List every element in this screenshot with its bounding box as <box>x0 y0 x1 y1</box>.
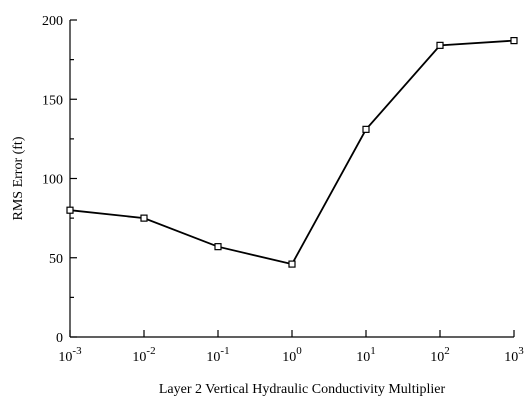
x-tick-base: 10 <box>430 350 444 365</box>
x-tick-base: 10 <box>58 350 72 365</box>
data-point-marker <box>66 206 74 214</box>
data-point-marker <box>288 260 296 268</box>
x-tick-exponent: 3 <box>518 345 524 357</box>
y-tick-label: 0 <box>56 331 63 346</box>
x-tick-label: 103 <box>504 345 524 365</box>
x-tick-label: 101 <box>356 345 376 365</box>
x-tick-label: 10-3 <box>58 345 82 365</box>
x-tick-label: 100 <box>282 345 302 365</box>
data-point-marker <box>214 243 222 251</box>
x-tick-base: 10 <box>504 350 518 365</box>
x-tick-label: 10-2 <box>132 345 155 365</box>
axes <box>69 20 514 338</box>
y-tick-label: 100 <box>42 173 63 188</box>
x-tick-base: 10 <box>356 350 370 365</box>
y-tick-label: 200 <box>42 14 63 29</box>
x-tick-label: 102 <box>430 345 450 365</box>
x-tick-exponent: -3 <box>72 345 82 357</box>
series-line <box>69 39 515 266</box>
x-tick-exponent: 1 <box>370 345 376 357</box>
data-point-marker <box>140 214 148 222</box>
data-point-marker <box>436 41 444 49</box>
y-axis-label: RMS Error (ft) <box>11 136 26 220</box>
x-tick-exponent: 2 <box>444 345 450 357</box>
series-group <box>66 37 518 268</box>
x-tick-base: 10 <box>206 350 220 365</box>
data-point-marker <box>510 37 518 45</box>
x-tick-label: 10-1 <box>206 345 229 365</box>
x-tick-exponent: 0 <box>296 345 302 357</box>
y-tick-label: 150 <box>42 93 63 108</box>
data-point-marker <box>362 125 370 133</box>
x-tick-exponent: -2 <box>146 345 155 357</box>
x-tick-exponent: -1 <box>220 345 229 357</box>
x-tick-base: 10 <box>132 350 146 365</box>
x-axis-label: Layer 2 Vertical Hydraulic Conductivity … <box>159 382 446 397</box>
x-tick-base: 10 <box>282 350 296 365</box>
y-tick-label: 50 <box>49 252 63 267</box>
